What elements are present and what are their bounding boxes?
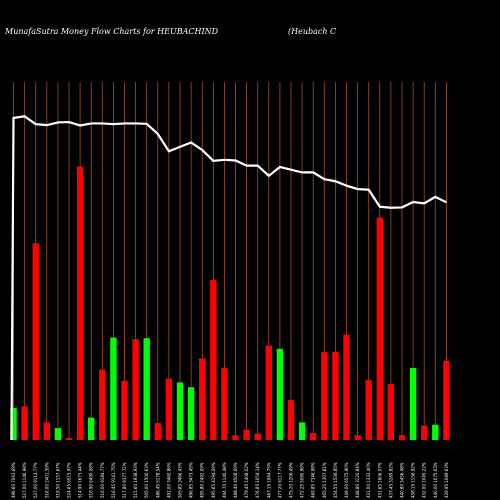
money-flow-bars <box>10 166 450 440</box>
x-tick-label: 516.00 2401.39% <box>44 462 49 498</box>
x-axis-tick-labels: 496.60 7063.69% 527.00 1146.98% 527.00 911… <box>11 462 449 498</box>
x-tick-label: 439.95 1089.63% <box>444 462 449 498</box>
x-tick-label: 494.70 1140.48% <box>222 462 227 498</box>
x-tick-label: 505.85 3466.43% <box>178 462 183 498</box>
money-flow-bar <box>110 337 117 440</box>
x-tick-label: 495.80 2492.09% <box>200 462 205 498</box>
money-flow-bar <box>88 417 95 440</box>
x-tick-label: 496.85 3473.45% <box>189 462 194 498</box>
money-flow-bar <box>54 428 62 440</box>
money-flow-bar <box>232 435 239 440</box>
x-tick-label: 440.00 1075.63% <box>433 462 438 498</box>
x-tick-label: 488.40 4508.09% <box>233 462 238 498</box>
x-tick-label: 465.25 1307.81% <box>322 462 327 498</box>
x-tick-label: 475.20 1206.49% <box>289 462 294 498</box>
x-tick-label: 527.00 1146.98% <box>22 462 27 498</box>
money-flow-bar <box>409 368 417 440</box>
money-flow-bar <box>343 334 350 440</box>
money-flow-bar <box>143 338 150 440</box>
money-flow-bar <box>298 422 306 440</box>
vertical-gridlines <box>13 82 447 440</box>
money-flow-bar <box>354 435 361 440</box>
money-flow-bar <box>443 360 450 440</box>
money-flow-bar <box>310 432 317 440</box>
x-tick-label: 496.60 7063.69% <box>11 462 16 498</box>
money-flow-bar <box>176 382 184 440</box>
x-tick-label: 479.45 1408.02% <box>244 462 249 498</box>
x-tick-label: 440.80 5456.48% <box>400 462 405 498</box>
x-tick-label: 514.90 1673.44% <box>78 462 83 498</box>
money-flow-bar <box>165 378 173 440</box>
x-tick-label: 516.45 9141.75% <box>111 462 116 498</box>
x-tick-label: 517.80 8377.72% <box>122 462 127 498</box>
money-flow-bar <box>276 348 284 440</box>
x-tick-label: 449.00 6575.90% <box>344 462 349 498</box>
money-flow-bar <box>210 280 217 440</box>
money-flow-bar <box>99 369 106 440</box>
money-flow-bar <box>365 380 372 440</box>
money-flow-bar <box>398 435 406 440</box>
x-tick-label: 486.45 5178.54% <box>155 462 160 498</box>
money-flow-bar <box>76 166 84 440</box>
x-tick-label: 492.00 3460.86% <box>166 462 171 498</box>
x-tick-label: 432.00 1045.22% <box>422 462 427 498</box>
x-tick-label: 515.60 1938.93% <box>133 462 138 498</box>
x-tick-label: 495.65 4194.09% <box>211 462 216 498</box>
money-flow-bar <box>387 384 395 440</box>
x-tick-label: 454.55 1536.85% <box>333 462 338 498</box>
money-flow-bar <box>332 352 339 440</box>
money-flow-bar <box>65 438 73 440</box>
money-flow-bar <box>432 424 439 440</box>
money-flow-bar <box>43 422 50 440</box>
chart-title: MunafaSutra Money Flow Charts for HEUBAC… <box>4 27 219 36</box>
x-tick-label: 476.85 1054.14% <box>255 462 260 498</box>
money-flow-bar <box>132 339 139 440</box>
x-tick-label: 472.25 5080.96% <box>300 462 305 498</box>
x-tick-label: 505.00 1500.63% <box>144 462 149 498</box>
x-tick-label: 477.20 6117.77% <box>277 462 282 498</box>
x-tick-label: 527.00 9114.77% <box>33 462 38 498</box>
money-flow-bar <box>243 429 250 440</box>
x-tick-label: 469.85 7346.98% <box>311 462 316 498</box>
money-flow-bar <box>32 243 39 440</box>
money-flow-bar <box>21 406 28 440</box>
x-tick-label: 438.15 1156.92% <box>411 462 416 498</box>
x-tick-label: 437.45 3269.82% <box>388 462 393 498</box>
money-flow-bar <box>187 387 195 440</box>
x-tick-label: 448.80 3120.84% <box>355 462 360 498</box>
money-flow-bar <box>199 358 206 440</box>
money-flow-bar <box>121 380 128 440</box>
x-tick-label: 519.50 1157.67% <box>55 462 60 498</box>
x-tick-label: 516.00 9184.77% <box>100 462 105 498</box>
price-line <box>10 115 447 441</box>
x-tick-label: 467.15 1064.75% <box>266 462 271 498</box>
money-flow-bar <box>254 433 261 440</box>
x-tick-label: 431.00 1332.40% <box>366 462 371 498</box>
chart-subtitle: (Heubach C <box>288 27 336 36</box>
money-flow-bar <box>221 368 228 440</box>
money-flow-bar <box>321 352 328 440</box>
x-tick-label: 524.65 6515.97% <box>67 462 72 498</box>
x-tick-label: 431.65 1606.07% <box>377 462 382 498</box>
money-flow-bar <box>376 217 383 440</box>
money-flow-bar <box>10 408 17 440</box>
money-flow-bar <box>154 423 161 440</box>
money-flow-bar <box>421 425 428 440</box>
x-tick-label: 516.90 6490.08% <box>89 462 94 498</box>
money-flow-bar <box>287 400 295 440</box>
money-flow-bar <box>265 345 272 440</box>
